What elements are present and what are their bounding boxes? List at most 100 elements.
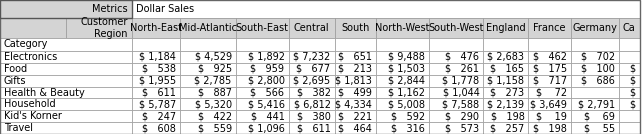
- Bar: [376, 98, 429, 110]
- Bar: [529, 122, 571, 134]
- Text: $   608: $ 608: [142, 123, 176, 133]
- Text: $   261: $ 261: [446, 64, 479, 74]
- Text: Ca: Ca: [623, 23, 636, 33]
- Bar: [132, 51, 180, 63]
- Bar: [484, 18, 529, 38]
- Text: $   198: $ 198: [491, 111, 524, 121]
- Bar: [429, 51, 484, 63]
- Text: $ 2,844: $ 2,844: [388, 76, 424, 86]
- Text: Travel: Travel: [4, 123, 33, 133]
- Text: $   499: $ 499: [338, 88, 372, 98]
- Text: South-East: South-East: [236, 23, 289, 33]
- Text: South: South: [341, 23, 370, 33]
- Text: Dollar Sales: Dollar Sales: [136, 4, 194, 14]
- Bar: [180, 51, 236, 63]
- Bar: [529, 110, 571, 122]
- Text: $ 1,158: $ 1,158: [488, 76, 524, 86]
- Bar: [0, 98, 132, 110]
- Text: Kid's Korner: Kid's Korner: [4, 111, 62, 121]
- Text: $   559: $ 559: [198, 123, 232, 133]
- Bar: [0, 87, 132, 98]
- Bar: [289, 18, 335, 38]
- Bar: [335, 98, 376, 110]
- Bar: [236, 98, 289, 110]
- Text: $   538: $ 538: [142, 64, 176, 74]
- Text: $ 1,778: $ 1,778: [442, 76, 479, 86]
- Bar: [180, 98, 236, 110]
- Bar: [180, 110, 236, 122]
- Bar: [236, 63, 289, 75]
- Bar: [619, 110, 639, 122]
- Bar: [571, 75, 619, 87]
- Text: $   611: $ 611: [142, 88, 176, 98]
- Text: $    69: $ 69: [584, 111, 615, 121]
- Text: $   175: $ 175: [533, 64, 567, 74]
- Bar: [132, 98, 180, 110]
- Text: $   959: $ 959: [251, 64, 285, 74]
- Bar: [619, 38, 639, 51]
- Text: $ 1,503: $ 1,503: [388, 64, 424, 74]
- Bar: [335, 63, 376, 75]
- Text: South-West: South-West: [428, 23, 484, 33]
- Text: Category: Category: [4, 40, 48, 49]
- Text: $ 5,787: $ 5,787: [138, 99, 176, 109]
- Bar: [0, 51, 132, 63]
- Text: $   611: $ 611: [297, 123, 330, 133]
- Bar: [571, 110, 619, 122]
- Bar: [289, 38, 335, 51]
- Text: $   100: $ 100: [581, 64, 615, 74]
- Text: France: France: [533, 23, 566, 33]
- Text: Metrics: Metrics: [92, 4, 128, 14]
- Bar: [236, 110, 289, 122]
- Bar: [429, 110, 484, 122]
- Bar: [132, 87, 180, 98]
- Text: $   925: $ 925: [198, 64, 232, 74]
- Bar: [529, 38, 571, 51]
- Text: $    55: $ 55: [583, 123, 615, 133]
- Text: $ 1,892: $ 1,892: [247, 52, 285, 62]
- Text: Electronics: Electronics: [4, 52, 57, 62]
- Text: $ 3,649: $ 3,649: [530, 99, 567, 109]
- Bar: [335, 38, 376, 51]
- Text: $   677: $ 677: [296, 64, 330, 74]
- Text: North-East: North-East: [130, 23, 182, 33]
- Bar: [484, 51, 529, 63]
- Bar: [180, 18, 236, 38]
- Bar: [484, 75, 529, 87]
- Bar: [376, 18, 429, 38]
- Bar: [429, 18, 484, 38]
- Text: Household: Household: [4, 99, 55, 109]
- Bar: [289, 75, 335, 87]
- Text: $ 1,813: $ 1,813: [335, 76, 372, 86]
- Text: $   462: $ 462: [533, 52, 567, 62]
- Bar: [132, 38, 180, 51]
- Text: $   686: $ 686: [581, 76, 615, 86]
- Bar: [180, 75, 236, 87]
- Bar: [132, 0, 639, 18]
- Text: $ 4,334: $ 4,334: [335, 99, 372, 109]
- Bar: [619, 98, 639, 110]
- Bar: [376, 63, 429, 75]
- Bar: [571, 51, 619, 63]
- Text: $ 5,008: $ 5,008: [388, 99, 424, 109]
- Text: $ 4,529: $ 4,529: [194, 52, 232, 62]
- Text: $ 1,096: $ 1,096: [248, 123, 285, 133]
- Bar: [571, 87, 619, 98]
- Bar: [429, 98, 484, 110]
- Bar: [429, 75, 484, 87]
- Bar: [289, 51, 335, 63]
- Bar: [619, 63, 639, 75]
- Text: $   566: $ 566: [251, 88, 285, 98]
- Bar: [376, 87, 429, 98]
- Bar: [484, 38, 529, 51]
- Text: $ 2,791: $ 2,791: [578, 99, 615, 109]
- Bar: [529, 98, 571, 110]
- Text: $   221: $ 221: [337, 111, 372, 121]
- Bar: [529, 51, 571, 63]
- Bar: [619, 51, 639, 63]
- Bar: [484, 98, 529, 110]
- Text: $   247: $ 247: [142, 111, 176, 121]
- Bar: [132, 110, 180, 122]
- Bar: [0, 0, 132, 18]
- Text: $ 1,162: $ 1,162: [388, 88, 424, 98]
